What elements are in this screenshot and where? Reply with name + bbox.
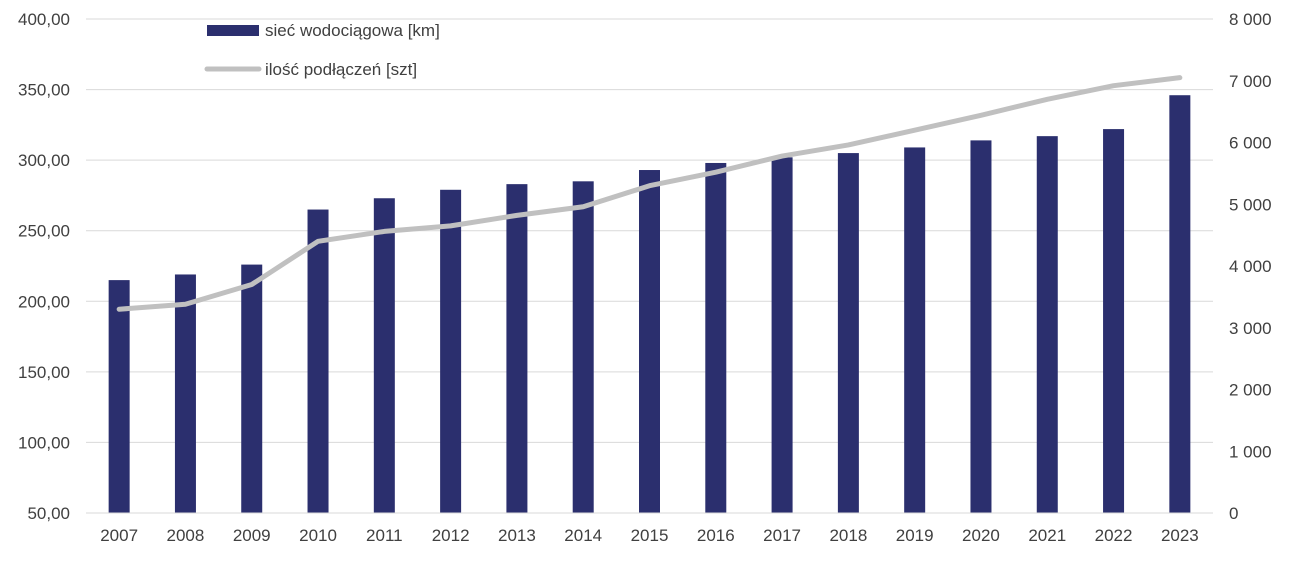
x-tick-label: 2022: [1095, 526, 1133, 545]
y-left-tick-label: 100,00: [18, 433, 70, 452]
x-tick-label: 2015: [631, 526, 669, 545]
bar: [241, 264, 263, 513]
x-tick-label: 2011: [366, 526, 403, 545]
x-tick-label: 2019: [896, 526, 934, 545]
x-tick-label: 2012: [432, 526, 470, 545]
y-right-tick-label: 2 000: [1229, 381, 1272, 400]
x-tick-label: 2016: [697, 526, 735, 545]
bar-series: [108, 95, 1191, 514]
bar: [108, 280, 130, 513]
bar: [970, 140, 992, 513]
y-left-tick-label: 350,00: [18, 81, 70, 100]
y-left-tick-label: 50,00: [27, 504, 70, 523]
y-left-tick-label: 250,00: [18, 222, 70, 241]
y-right-tick-label: 6 000: [1229, 134, 1272, 153]
x-tick-label: 2014: [564, 526, 602, 545]
x-tick-label: 2009: [233, 526, 271, 545]
legend-line-label: ilość podłączeń [szt]: [265, 60, 417, 79]
y-left-tick-label: 150,00: [18, 363, 70, 382]
line-series: [116, 75, 1183, 312]
bar: [837, 153, 859, 514]
y-left-tick-label: 200,00: [18, 292, 70, 311]
x-tick-label: 2017: [763, 526, 801, 545]
bar: [373, 198, 395, 513]
y-right-tick-label: 4 000: [1229, 257, 1272, 276]
bar: [639, 170, 660, 513]
bar: [1036, 136, 1058, 514]
y-left-tick-label: 400,00: [18, 10, 70, 29]
bar: [705, 162, 727, 514]
axes: 50,00 100,00 150,00 200,00 250,00 300,00 350,0…: [18, 10, 1272, 545]
bar: [174, 274, 196, 513]
x-tick-label: 2021: [1028, 526, 1066, 545]
bar: [506, 184, 528, 513]
legend-bar-swatch: [207, 25, 259, 36]
bar: [904, 147, 926, 513]
y-right-tick-label: 3 000: [1229, 319, 1272, 338]
bar: [1103, 129, 1125, 513]
y-right-tick-label: 0: [1229, 504, 1238, 523]
bar: [771, 157, 793, 513]
x-tick-label: 2023: [1161, 526, 1199, 545]
legend: sieć wodociągowa [km] ilość podłączeń [s…: [204, 21, 440, 79]
bar: [572, 181, 594, 514]
x-tick-label: 2007: [100, 526, 138, 545]
y-right-tick-label: 5 000: [1229, 195, 1272, 214]
bar: [1169, 95, 1191, 514]
bar: [440, 189, 462, 514]
x-tick-label: 2018: [829, 526, 867, 545]
x-tick-label: 2010: [299, 526, 337, 545]
y-right-tick-label: 8 000: [1229, 10, 1272, 29]
y-right-tick-label: 1 000: [1229, 442, 1272, 461]
bar: [307, 209, 329, 514]
x-tick-label: 2020: [962, 526, 1000, 545]
y-left-tick-label: 300,00: [18, 151, 70, 170]
y-right-tick-label: 7 000: [1229, 72, 1272, 91]
x-tick-label: 2008: [167, 526, 205, 545]
x-tick-label: 2013: [498, 526, 536, 545]
series-line: [116, 75, 1183, 312]
legend-bar-label: sieć wodociągowa [km]: [265, 21, 440, 40]
